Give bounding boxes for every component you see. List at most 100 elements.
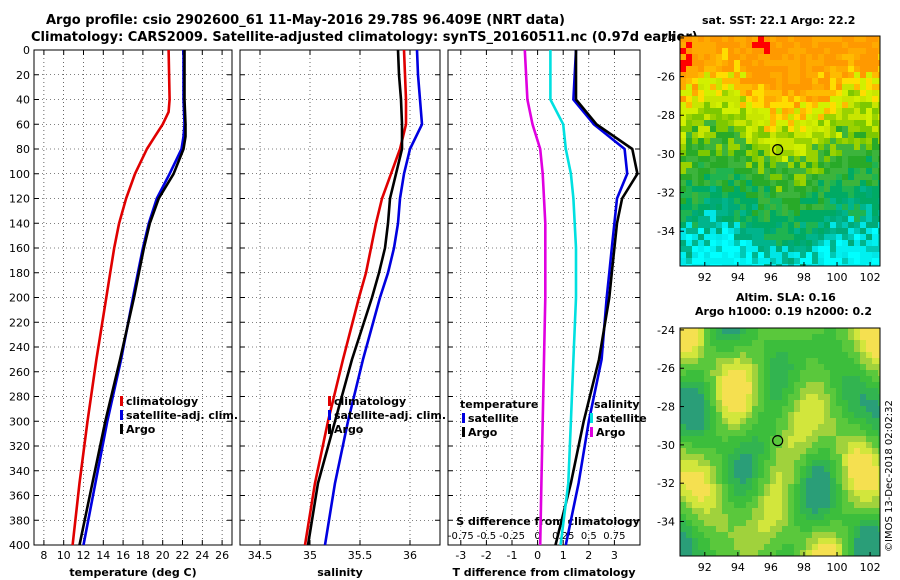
map-cell	[818, 264, 825, 266]
map-x-tick-label: 102	[860, 561, 881, 574]
map-cell	[740, 532, 747, 539]
map-cell	[800, 90, 807, 97]
map-cell	[842, 508, 849, 515]
map-cell	[800, 168, 807, 175]
map-cell	[680, 502, 687, 509]
map-cell	[788, 460, 795, 467]
map-cell	[818, 78, 825, 85]
map-cell	[710, 508, 717, 515]
map-cell	[716, 334, 723, 341]
map-cell	[842, 210, 849, 217]
x-tick-label: 12	[77, 549, 91, 562]
map-cell	[806, 418, 813, 425]
map-cell	[806, 502, 813, 509]
map-cell	[836, 120, 843, 127]
map-cell	[716, 192, 723, 199]
map-cell	[770, 412, 777, 419]
map-cell	[782, 156, 789, 163]
map-cell	[770, 352, 777, 359]
map-cell	[698, 532, 705, 539]
map-cell	[848, 60, 855, 67]
map-cell	[836, 508, 843, 515]
map-cell	[758, 376, 765, 383]
map-cell	[746, 114, 753, 121]
map-cell	[818, 478, 825, 485]
map-cell	[788, 424, 795, 431]
map-cell	[752, 120, 759, 127]
map-x-tick-label: 94	[731, 561, 745, 574]
map-cell	[872, 490, 879, 497]
map-cell	[860, 126, 867, 133]
map-cell	[812, 466, 819, 473]
map-cell	[872, 126, 879, 133]
map-cell	[788, 406, 795, 413]
map-cell	[758, 502, 765, 509]
map-cell	[836, 436, 843, 443]
map-cell	[872, 394, 879, 401]
map-cell	[836, 382, 843, 389]
map-cell	[758, 264, 765, 266]
map-cell	[734, 264, 741, 266]
map-cell	[746, 382, 753, 389]
map-cell	[866, 138, 873, 145]
map-cell	[866, 340, 873, 347]
map-cell	[722, 234, 729, 241]
map-cell	[722, 358, 729, 365]
map-cell	[806, 406, 813, 413]
map-cell	[866, 370, 873, 377]
map-cell	[728, 532, 735, 539]
map-cell	[854, 442, 861, 449]
map-cell	[794, 168, 801, 175]
map-cell	[812, 174, 819, 181]
map-cell	[800, 358, 807, 365]
map-cell	[836, 234, 843, 241]
map-cell	[872, 352, 879, 359]
map-cell	[764, 216, 771, 223]
map-cell	[704, 442, 711, 449]
map-cell	[722, 240, 729, 247]
map-cell	[770, 48, 777, 55]
map-cell	[770, 532, 777, 539]
map-cell	[788, 36, 795, 43]
map-cell	[860, 358, 867, 365]
map-cell	[878, 466, 880, 473]
map-cell	[848, 42, 855, 49]
map-cell	[872, 340, 879, 347]
map-cell	[818, 412, 825, 419]
map-cell	[770, 72, 777, 79]
map-cell	[710, 132, 717, 139]
map-cell	[746, 328, 753, 335]
map-cell	[872, 544, 879, 551]
map-cell	[752, 340, 759, 347]
map-cell	[872, 48, 879, 55]
map-cell	[752, 538, 759, 545]
map-cell	[860, 340, 867, 347]
map-cell	[752, 156, 759, 163]
map-cell	[800, 42, 807, 49]
map-cell	[722, 364, 729, 371]
map-cell	[740, 454, 747, 461]
map-cell	[692, 358, 699, 365]
map-cell	[800, 490, 807, 497]
map-cell	[848, 394, 855, 401]
map-cell	[860, 42, 867, 49]
map-cell	[854, 406, 861, 413]
map-cell	[800, 48, 807, 55]
map-cell	[806, 334, 813, 341]
map-cell	[698, 54, 705, 61]
map-cell	[722, 90, 729, 97]
map-cell	[878, 454, 880, 461]
map-cell	[878, 424, 880, 431]
map-cell	[746, 544, 753, 551]
map-cell	[872, 42, 879, 49]
map-cell	[686, 382, 693, 389]
map-cell	[692, 502, 699, 509]
map-cell	[866, 264, 873, 266]
map-cell	[830, 502, 837, 509]
map-cell	[680, 108, 687, 115]
map-cell	[704, 240, 711, 247]
map-cell	[872, 180, 879, 187]
map-cell	[788, 478, 795, 485]
map-cell	[878, 264, 880, 266]
map-cell	[680, 234, 687, 241]
